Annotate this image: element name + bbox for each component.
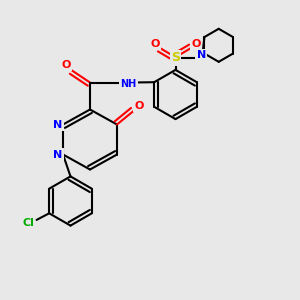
Text: S: S: [171, 51, 180, 64]
Text: N: N: [53, 119, 62, 130]
Text: O: O: [150, 39, 160, 49]
Text: O: O: [191, 39, 201, 49]
Text: Cl: Cl: [22, 218, 34, 229]
Text: N: N: [53, 149, 62, 160]
Text: N: N: [197, 50, 206, 61]
Text: NH: NH: [120, 79, 136, 89]
Text: O: O: [61, 60, 71, 70]
Text: O: O: [135, 100, 144, 111]
